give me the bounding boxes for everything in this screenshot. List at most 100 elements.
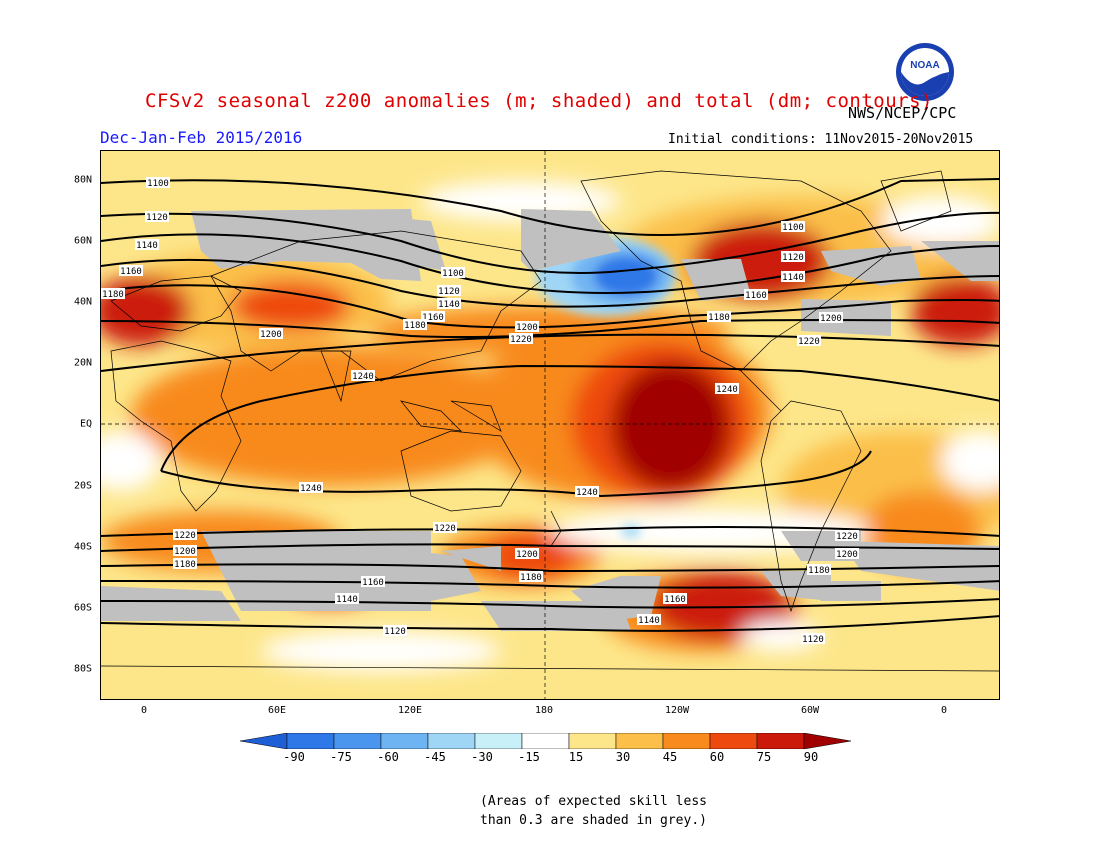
colorbar-tick: -45: [424, 750, 446, 764]
contour-1240-north: [160, 364, 999, 472]
svg-text:1180: 1180: [808, 566, 830, 576]
agency-label: NWS/NCEP/CPC: [848, 104, 957, 122]
svg-text:1140: 1140: [438, 300, 460, 310]
colorbar-tick: -30: [471, 750, 493, 764]
colorbar-tick: 45: [662, 750, 678, 764]
contour-label: 1140: [781, 271, 805, 283]
contour-label: 1220: [835, 530, 859, 542]
contour-1200-south: [101, 543, 999, 552]
svg-text:1120: 1120: [782, 253, 804, 263]
initial-conditions-label: Initial conditions: 11Nov2015-20Nov2015: [668, 132, 974, 147]
colorbar-swatch: [521, 733, 570, 749]
svg-text:1220: 1220: [434, 524, 456, 534]
svg-text:1180: 1180: [102, 290, 124, 300]
svg-text:1220: 1220: [798, 337, 820, 347]
contour-label: 1200: [819, 312, 843, 324]
map-title: CFSv2 seasonal z200 anomalies (m; shaded…: [145, 90, 933, 112]
colorbar-tick: 60: [709, 750, 725, 764]
svg-text:1240: 1240: [576, 488, 598, 498]
contour-label: 1100: [441, 267, 465, 279]
svg-text:1100: 1100: [782, 223, 804, 233]
svg-text:1120: 1120: [438, 287, 460, 297]
colorbar-tick: 15: [568, 750, 584, 764]
colorbar-tick: 90: [803, 750, 819, 764]
lat-label: EQ: [79, 418, 92, 430]
contour-label: 1220: [509, 333, 533, 345]
contour-label: 1100: [781, 221, 805, 233]
skill-note: (Areas of expected skill less than 0.3 a…: [480, 792, 707, 830]
period-label: Dec-Jan-Feb 2015/2016: [100, 128, 303, 147]
contour-1140: [101, 233, 999, 294]
svg-text:1180: 1180: [404, 321, 426, 331]
colorbar-tick: 30: [615, 750, 631, 764]
contour-label: 1180: [519, 571, 543, 583]
svg-text:1140: 1140: [782, 273, 804, 283]
svg-text:1160: 1160: [664, 595, 686, 605]
svg-text:1200: 1200: [516, 323, 538, 333]
svg-text:1160: 1160: [362, 578, 384, 588]
contour-label: 1180: [403, 319, 427, 331]
lon-label: 60E: [267, 705, 287, 716]
contour-label: 1120: [801, 633, 825, 645]
colorbar-tick: -60: [377, 750, 399, 764]
lat-label: 60N: [73, 235, 92, 247]
svg-text:1140: 1140: [136, 241, 158, 251]
contour-label: 1160: [663, 593, 687, 605]
colorbar-swatch: [427, 733, 476, 749]
contour-1160: [101, 258, 999, 308]
colorbar-tick: -90: [283, 750, 305, 764]
contour-label: 1220: [173, 529, 197, 541]
contour-label: 1180: [707, 311, 731, 323]
contour-1100: [101, 178, 999, 236]
lat-label: 40N: [73, 296, 92, 308]
contour-label: 1120: [383, 625, 407, 637]
lon-label: 60W: [800, 705, 820, 716]
colorbar-tick: 75: [756, 750, 772, 764]
contour-label: 1120: [145, 211, 169, 223]
lon-label: 0: [940, 705, 948, 716]
lat-label: 20S: [73, 480, 92, 492]
svg-text:1200: 1200: [260, 330, 282, 340]
svg-text:1100: 1100: [147, 179, 169, 189]
colorbar-swatches: [240, 733, 852, 749]
contour-label: 1200: [173, 545, 197, 557]
lat-label: 20N: [73, 357, 92, 369]
colorbar-swatch: [380, 733, 429, 749]
height-contours: [101, 178, 999, 632]
contour-1240-south: [160, 450, 872, 498]
contour-label: 1120: [437, 285, 461, 297]
svg-text:1200: 1200: [516, 550, 538, 560]
lat-label: 80N: [73, 174, 92, 186]
contour-label: 1200: [835, 548, 859, 560]
lon-label: 180: [534, 705, 554, 716]
lon-label: 0: [140, 705, 148, 716]
logo-text: NOAA: [910, 60, 939, 71]
svg-text:1100: 1100: [442, 269, 464, 279]
contour-label: 1140: [335, 593, 359, 605]
svg-text:1180: 1180: [708, 313, 730, 323]
lon-label: 120W: [664, 705, 690, 716]
contour-label: 1220: [433, 522, 457, 534]
colorbar-swatch: [615, 733, 664, 749]
svg-text:1200: 1200: [820, 314, 842, 324]
contour-label: 1160: [421, 311, 445, 323]
colorbar-tick: -75: [330, 750, 352, 764]
contour-1120: [101, 211, 999, 274]
lat-label: 80S: [73, 663, 92, 675]
colorbar-swatch: [709, 733, 758, 749]
svg-text:1240: 1240: [716, 385, 738, 395]
lat-label: 40S: [73, 541, 92, 553]
contour-label: 1140: [437, 298, 461, 310]
colorbar-swatch: [474, 733, 523, 749]
colorbar-swatch: [568, 733, 617, 749]
svg-text:1240: 1240: [352, 372, 374, 382]
svg-text:1220: 1220: [836, 532, 858, 542]
svg-text:1120: 1120: [146, 213, 168, 223]
lat-label: 60S: [73, 602, 92, 614]
contour-label: 1180: [173, 558, 197, 570]
skill-note-line: (Areas of expected skill less: [480, 794, 707, 809]
svg-text:1180: 1180: [520, 573, 542, 583]
contour-labels: 1100 1100 1100 1120 1120 1120 1140 1140 …: [101, 177, 859, 645]
colorbar-swatch: [240, 733, 288, 749]
contour-label: 1200: [259, 328, 283, 340]
